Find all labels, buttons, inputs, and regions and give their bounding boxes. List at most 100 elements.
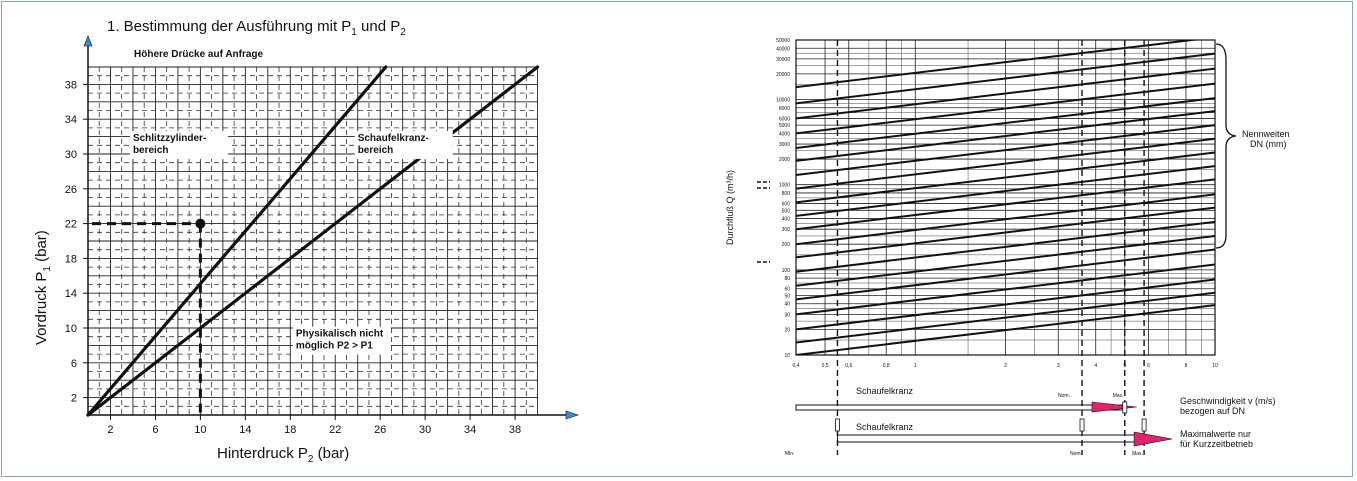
flow-y-tick-label: 50 [784, 293, 790, 299]
scale-bar-1-nom-label: Nom. [1058, 393, 1070, 399]
dn-line [796, 278, 1215, 331]
flow-y-tick-label: 50000 [776, 38, 790, 44]
y-tick-label: 34 [65, 114, 77, 126]
region-label-bg [292, 326, 391, 355]
x-tick-label: 6 [152, 424, 158, 436]
region-label-2: bereich [358, 145, 394, 156]
scale-bar-1-wedge [1091, 401, 1137, 413]
flow-y-tick-label: 600 [782, 202, 791, 208]
y-tick-label: 26 [65, 184, 77, 196]
dn-line [796, 40, 1201, 89]
dn-label-2: DN (mm) [1250, 139, 1287, 149]
flow-x-tick-label: 0,8 [883, 363, 890, 369]
scale-bar-2-max-marker [1141, 418, 1147, 432]
x-tick-label: 2 [107, 424, 113, 436]
flow-y-tick-label: 20 [784, 327, 790, 333]
x-tick-label: 10 [194, 424, 206, 436]
flow-y-tick-label: 500 [782, 208, 791, 214]
flow-x-tick-label: 10 [1212, 363, 1218, 369]
dn-line [796, 124, 1215, 176]
dn-line [796, 206, 1215, 259]
region-label-bg [129, 130, 228, 159]
flow-x-tick-label: 5 [1123, 363, 1126, 369]
flow-x-tick-label: 4 [1094, 363, 1097, 369]
flow-y-tick-label: 5000 [779, 123, 790, 129]
region-label-2: Schaufelkranz- [358, 133, 429, 144]
flow-y-tick-label: 80 [784, 276, 790, 282]
flow-y-tick-label: 1000 [779, 183, 790, 189]
pressure-chart-note: Höhere Drücke auf Anfrage [134, 49, 264, 60]
flow-x-tick-label: 6 [1147, 363, 1150, 369]
x-axis-label: Hinterdruck P2 (bar) [217, 445, 349, 465]
y-tick-label: 18 [65, 253, 77, 265]
scale-bar-2-min-marker [835, 418, 840, 432]
dn-line [796, 97, 1215, 149]
dn-brace [1215, 43, 1237, 249]
flow-y-tick-label: 8000 [779, 106, 790, 112]
flow-y-tick-label: 800 [782, 191, 791, 197]
dn-line [796, 151, 1215, 204]
flow-scale-bars: Schaufelkranz Nom. Max. Schaufelkranz Min. No… [785, 386, 1173, 457]
scale-bar-1-label: Schaufelkranz [856, 386, 914, 396]
y-tick-label: 38 [65, 79, 77, 91]
flow-x-tick-label: 0,4 [793, 363, 800, 369]
y-tick-label: 6 [71, 358, 77, 370]
example-point [195, 218, 206, 229]
y-axis-arrow-icon [83, 35, 93, 47]
x-tick-label: 22 [329, 424, 341, 436]
flow-y-tick-label: 200 [782, 242, 791, 248]
dn-line [796, 82, 1215, 135]
scale-bar-2-label: Schaufelkranz [856, 422, 914, 432]
flow-y-tick-label: 10 [784, 353, 790, 359]
x-tick-label: 14 [239, 424, 251, 436]
flow-plot-frame [795, 39, 1216, 356]
short-term-note: Maximalwerte nur [1180, 429, 1251, 439]
flow-y-tick-label: 10000 [776, 98, 790, 104]
dn-line [796, 137, 1215, 190]
region-label-3: Physikalisch nicht [296, 329, 384, 340]
flow-y-tick-label: 3000 [779, 142, 790, 148]
flow-dn-line-group [796, 40, 1215, 355]
boundary-line-2 [86, 65, 540, 417]
dn-line [796, 178, 1215, 231]
dn-line [796, 165, 1215, 217]
x-tick-label: 30 [419, 424, 431, 436]
dn-line [796, 234, 1215, 287]
flow-x-tick-label: 0,5 [822, 363, 829, 369]
region-label-3: möglich P2 > P1 [296, 341, 373, 352]
dn-line [796, 248, 1215, 301]
flow-y-tick-label: 300 [782, 227, 791, 233]
flow-y-tick-label: 100 [782, 268, 791, 274]
scale-bar-2-nom-marker [1079, 418, 1085, 432]
x-tick-label: 18 [284, 424, 296, 436]
scale-bar-1-max-marker [1122, 401, 1128, 414]
y-tick-label: 2 [71, 393, 77, 405]
flow-x-tick-label: 2 [1004, 363, 1007, 369]
y-tick-label: 14 [65, 288, 77, 300]
flow-y-tick-label: 30 [784, 312, 790, 318]
flow-x-tick-label: 0,6 [845, 363, 852, 369]
region-label-1: Schlitzzylinder- [133, 133, 206, 144]
x-tick-label: 34 [464, 424, 476, 436]
region-label-bg [354, 130, 453, 159]
flow-y-tick-label: 40 [784, 302, 790, 308]
x-axis-arrow-icon [565, 410, 579, 420]
scale-bar-1 [795, 404, 1126, 411]
flow-velocity-dashes [757, 40, 1145, 455]
y-tick-label: 30 [65, 149, 77, 161]
flow-x-tick-label: 1 [914, 363, 917, 369]
flow-x-tick-label: 3 [1057, 363, 1060, 369]
flow-y-tick-label: 2000 [779, 157, 790, 163]
flow-y-tick-label: 6000 [779, 116, 790, 122]
flow-y-tick-label: 30000 [776, 57, 790, 63]
dn-line [796, 52, 1215, 105]
x-tick-label: 26 [374, 424, 386, 436]
short-term-note-2: für Kurzzeitbetrieb [1180, 439, 1253, 449]
scale-bar-1-max-label: Max. [1113, 393, 1124, 399]
flow-y-tick-label: 4000 [779, 131, 790, 137]
